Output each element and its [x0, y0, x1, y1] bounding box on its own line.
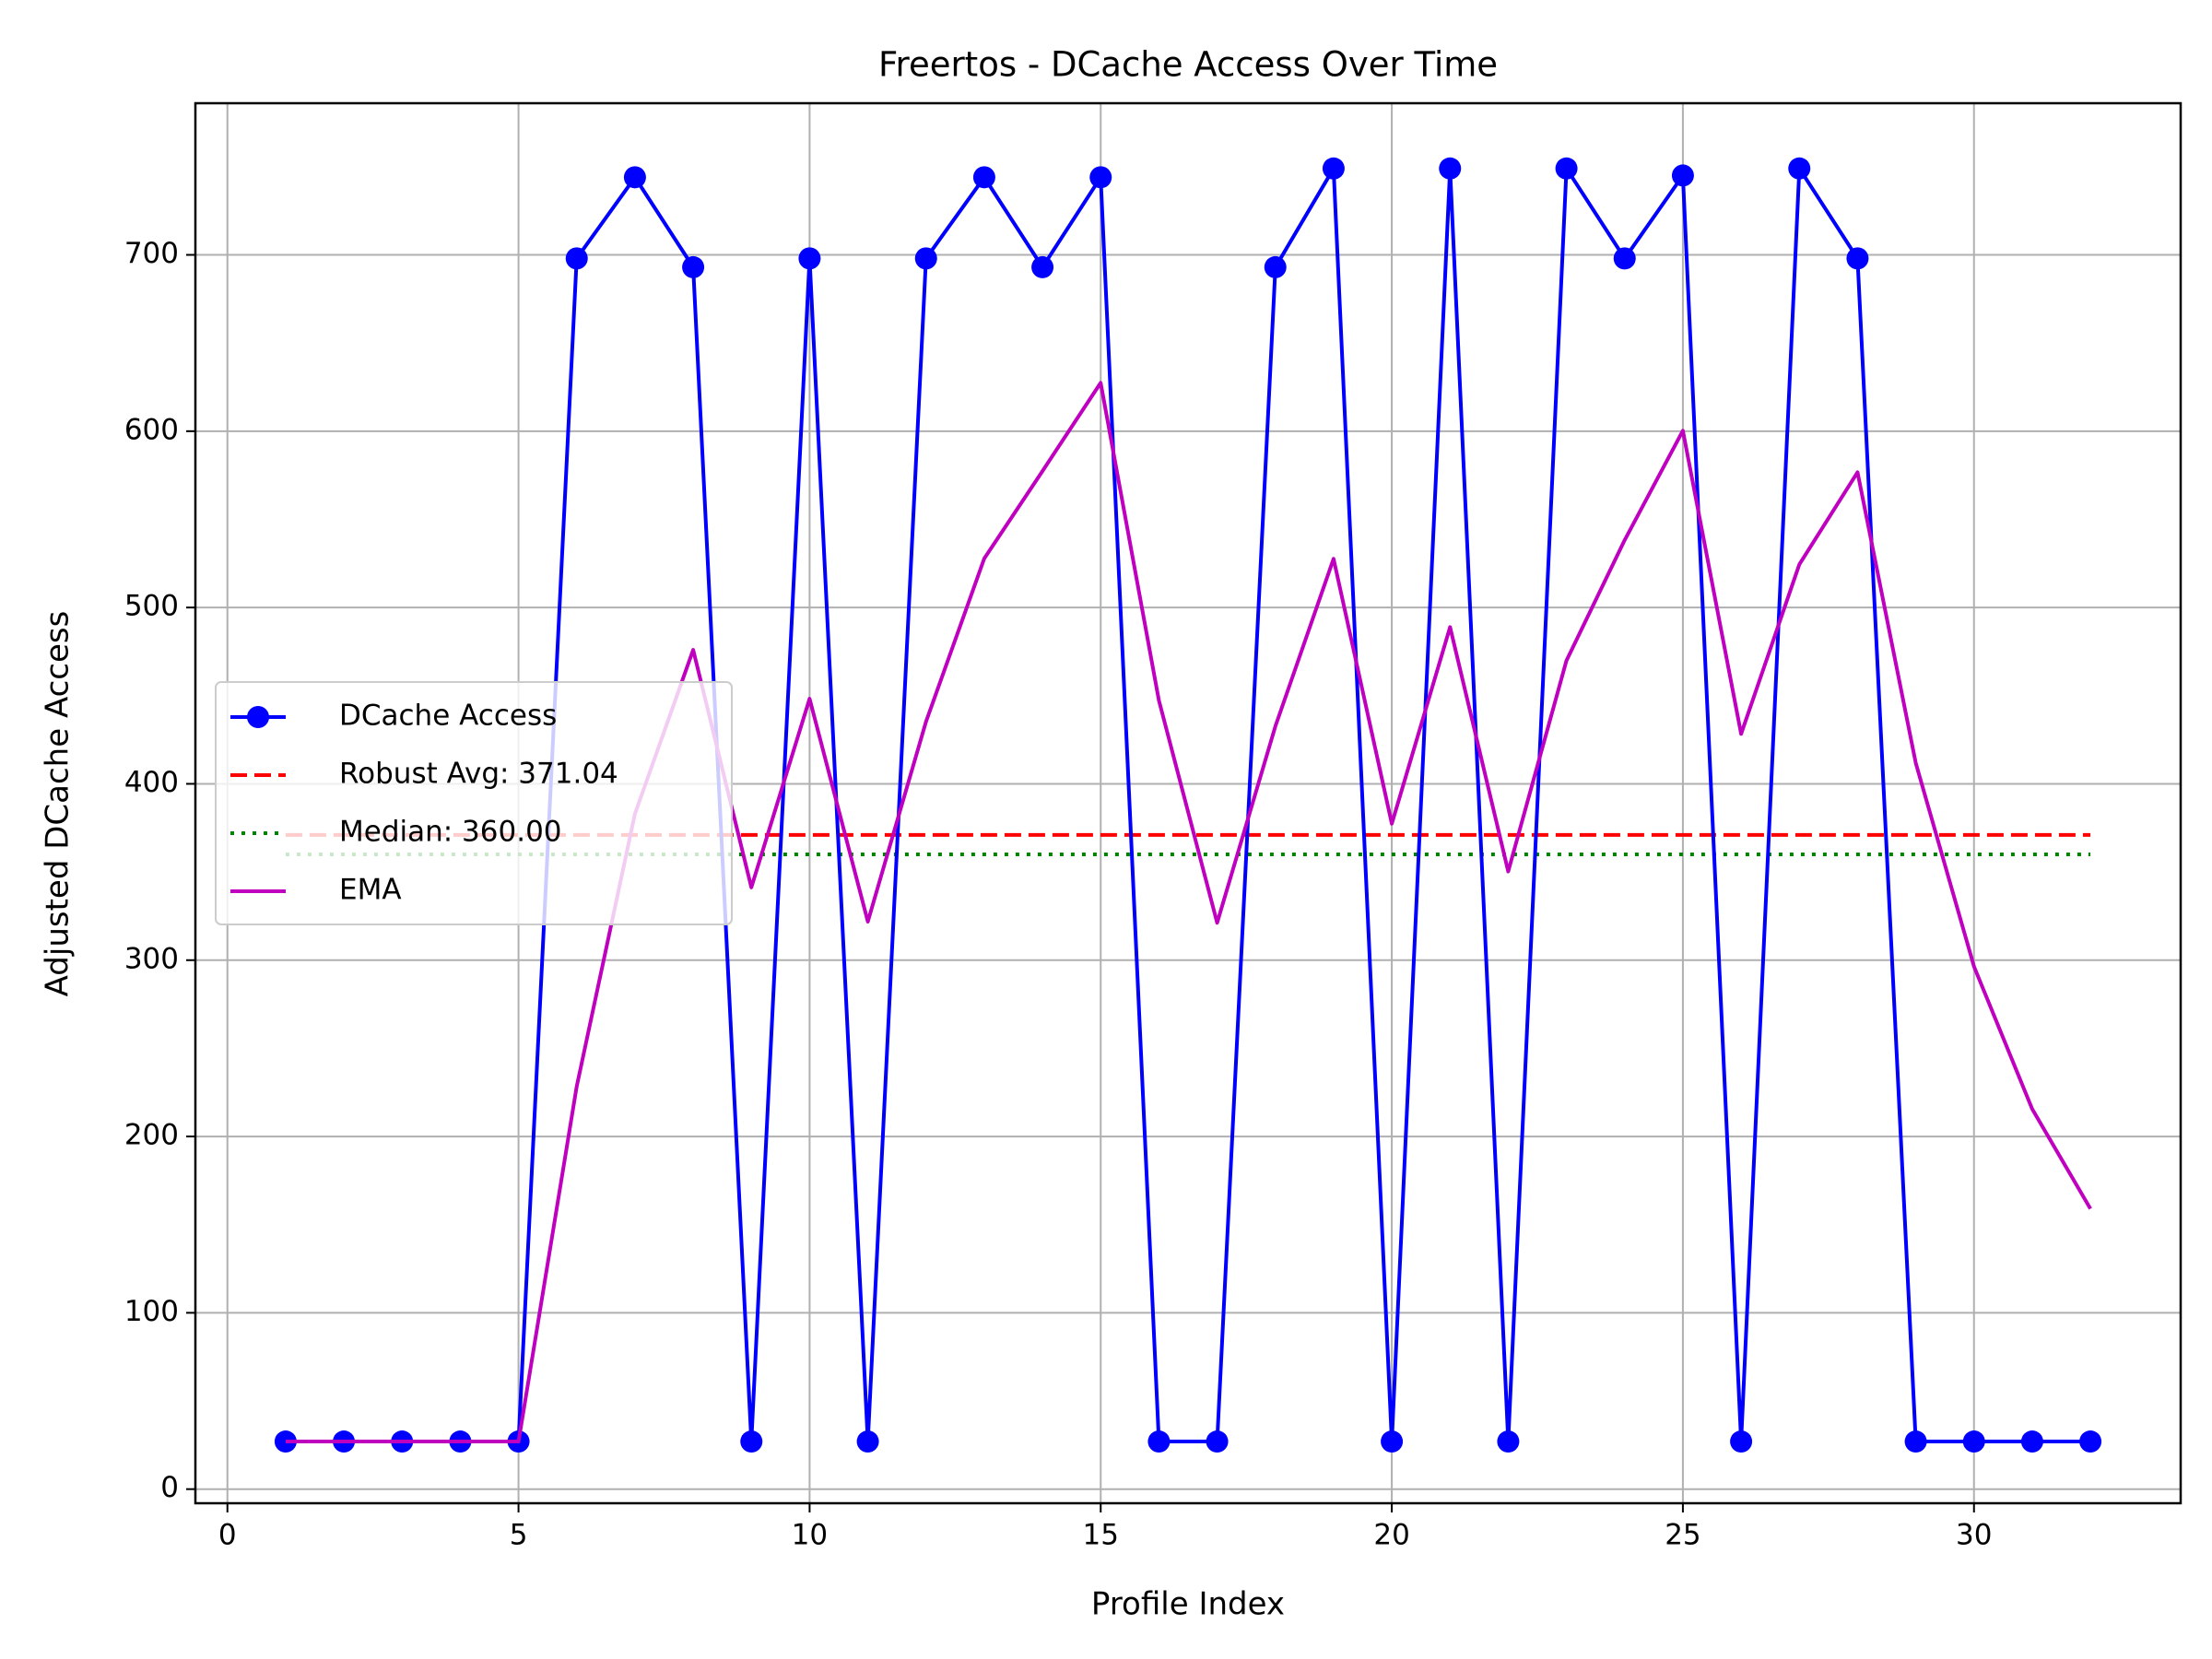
data-point: [1381, 1430, 1404, 1453]
x-tick-label: 30: [1956, 1519, 1992, 1552]
y-tick-label: 200: [124, 1119, 179, 1152]
legend-label: EMA: [339, 874, 402, 907]
y-tick-label: 300: [124, 942, 179, 975]
y-axis-label: Adjusted DCache Access: [40, 611, 76, 997]
chart-title: Freertos - DCache Access Over Time: [878, 45, 1498, 85]
y-tick-label: 100: [124, 1295, 179, 1328]
data-point: [1031, 255, 1054, 278]
plot-frame: [194, 101, 2183, 1505]
data-point: [972, 166, 995, 189]
legend-marker: [247, 706, 269, 728]
legend-box: [215, 681, 733, 925]
data-point: [740, 1430, 763, 1453]
data-point: [1264, 255, 1287, 278]
data-point: [1671, 164, 1694, 187]
legend-label: Robust Avg: 371.04: [339, 758, 618, 791]
data-point: [2079, 1430, 2102, 1453]
data-point: [1846, 247, 1869, 270]
x-axis-label: Profile Index: [1091, 1586, 1285, 1623]
data-line: [285, 166, 2091, 1443]
data-point: [1962, 1430, 1985, 1453]
data-point: [1206, 1430, 1229, 1453]
y-tick-label: 0: [160, 1471, 179, 1504]
data-point: [2020, 1430, 2043, 1453]
x-tick-label: 10: [792, 1519, 828, 1552]
y-tick-label: 700: [124, 237, 179, 270]
y-tick-label: 600: [124, 413, 179, 446]
x-tick-label: 5: [510, 1519, 528, 1552]
data-line: [285, 381, 2092, 1443]
x-tick-label: 25: [1665, 1519, 1700, 1552]
y-tick-label: 400: [124, 766, 179, 799]
data-point: [1439, 157, 1462, 180]
data-point: [565, 247, 588, 270]
data-point: [1089, 166, 1112, 189]
legend-label: DCache Access: [339, 700, 557, 733]
data-point: [1904, 1430, 1927, 1453]
data-point: [682, 255, 705, 278]
x-tick-label: 20: [1373, 1519, 1409, 1552]
data-point: [1497, 1430, 1520, 1453]
legend: DCache Access Robust Avg: 371.04 Median: 3…: [215, 681, 733, 925]
data-point: [623, 166, 646, 189]
x-tick-label: 15: [1083, 1519, 1119, 1552]
data-point: [1555, 157, 1578, 180]
x-tick-label: 0: [218, 1519, 237, 1552]
data-point: [856, 1430, 879, 1453]
data-point: [798, 247, 821, 270]
y-tick-label: 500: [124, 590, 179, 623]
data-point: [1147, 1430, 1171, 1453]
data-point: [914, 247, 937, 270]
data-point: [1730, 1430, 1753, 1453]
data-point: [1613, 247, 1636, 270]
data-point: [1322, 157, 1345, 180]
legend-label: Median: 360.00: [339, 816, 562, 849]
data-point: [1788, 157, 1811, 180]
